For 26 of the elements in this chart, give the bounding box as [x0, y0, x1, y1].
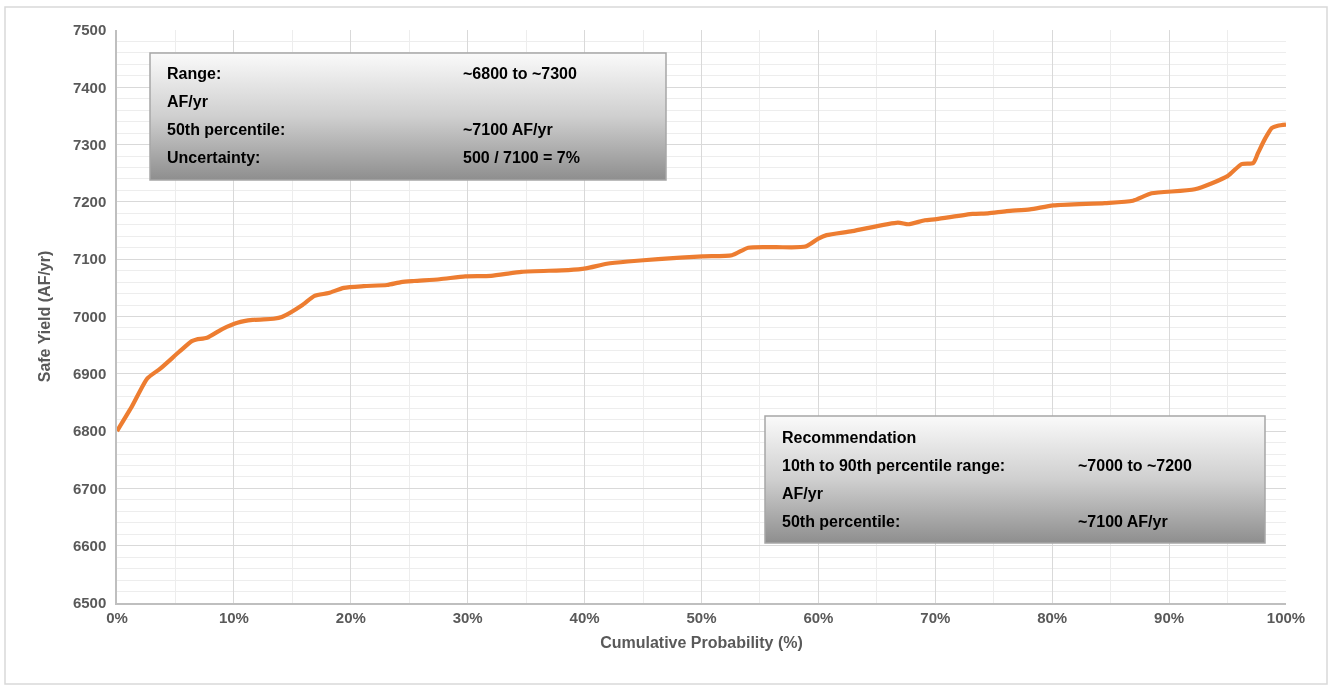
y-axis-title: Safe Yield (AF/yr) — [36, 250, 54, 383]
x-tick-label: 40% — [569, 608, 600, 626]
x-tick-label: 100% — [1266, 608, 1306, 626]
x-tick-label: 70% — [920, 608, 951, 626]
x-axis-title: Cumulative Probability (%) — [600, 633, 803, 651]
x-tick-label: 80% — [1037, 608, 1068, 626]
x-tick-label: 20% — [335, 608, 366, 626]
y-tick-label: 7200 — [72, 193, 107, 211]
y-tick-label: 6900 — [72, 365, 107, 383]
y-tick-label: 6500 — [72, 594, 107, 612]
text: Range: ~6800 to ~7300 AF/yr 50th percentile: ~7100 AF/yr Uncertainty: 500 / 7100 = 7% — [167, 65, 580, 166]
y-tick-label: 7100 — [72, 250, 107, 268]
y-tick-label: 7000 — [72, 307, 107, 325]
x-tick-label: 0% — [106, 608, 128, 626]
y-tick-label: 6800 — [72, 422, 107, 440]
x-tick-label: 50% — [686, 608, 717, 626]
x-tick-label: 30% — [452, 608, 483, 626]
y-tick-label: 7400 — [72, 78, 107, 96]
y-tick-label: 7300 — [72, 135, 107, 153]
y-tick-label: 6600 — [72, 536, 107, 554]
x-tick-label: 60% — [803, 608, 834, 626]
x-tick-label: 90% — [1154, 608, 1185, 626]
text: Recommendation 10th to 90th percentile range: ~7000 to ~7200 AF/yr 50th percentile: ~7100 AF/yr — [782, 429, 1192, 530]
x-tick-label: 10% — [218, 608, 249, 626]
y-tick-label: 6700 — [72, 479, 107, 497]
y-tick-label: 7500 — [72, 21, 107, 39]
